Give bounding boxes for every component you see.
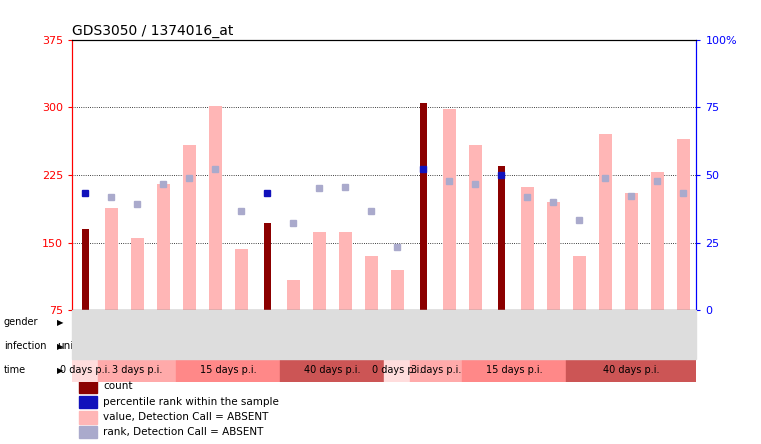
- Text: GDS3050 / 1374016_at: GDS3050 / 1374016_at: [72, 24, 234, 38]
- Bar: [469, 145, 482, 310]
- Bar: [177, 358, 280, 382]
- Bar: [72, 310, 384, 334]
- Text: ▶: ▶: [57, 317, 64, 327]
- Bar: [573, 256, 586, 310]
- Bar: [183, 145, 196, 310]
- Text: gender: gender: [4, 317, 38, 327]
- Bar: [521, 186, 533, 310]
- Bar: [677, 139, 689, 310]
- Text: infection: infection: [4, 341, 46, 351]
- Bar: [384, 358, 410, 382]
- Text: percentile rank within the sample: percentile rank within the sample: [103, 397, 279, 407]
- Text: uninfected: uninfected: [57, 341, 113, 351]
- Text: 40 days p.i.: 40 days p.i.: [603, 365, 660, 375]
- Bar: [131, 238, 144, 310]
- Bar: [313, 232, 326, 310]
- Bar: [287, 280, 300, 310]
- Bar: [599, 135, 612, 310]
- Bar: [547, 202, 560, 310]
- Bar: [420, 103, 427, 310]
- Bar: [463, 358, 566, 382]
- Bar: [410, 334, 696, 358]
- Text: ▶: ▶: [57, 366, 64, 375]
- Text: 15 days p.i.: 15 days p.i.: [486, 365, 543, 375]
- Text: ▶: ▶: [57, 342, 64, 351]
- Text: value, Detection Call = ABSENT: value, Detection Call = ABSENT: [103, 412, 269, 422]
- Text: rank, Detection Call = ABSENT: rank, Detection Call = ABSENT: [103, 427, 264, 437]
- Bar: [410, 358, 463, 382]
- Text: 15 days p.i.: 15 days p.i.: [200, 365, 256, 375]
- Bar: [280, 358, 384, 382]
- Text: 0 days p.i.: 0 days p.i.: [60, 365, 110, 375]
- Text: count: count: [103, 381, 133, 392]
- Text: 40 days p.i.: 40 days p.i.: [304, 365, 361, 375]
- Bar: [384, 334, 410, 358]
- Bar: [264, 223, 271, 310]
- Bar: [72, 334, 98, 358]
- Text: 3 days p.i.: 3 days p.i.: [411, 365, 461, 375]
- Bar: [365, 256, 377, 310]
- Text: hantavirus: hantavirus: [213, 341, 269, 351]
- Text: 3 days p.i.: 3 days p.i.: [112, 365, 163, 375]
- Bar: [157, 184, 170, 310]
- Text: uninfected: uninfected: [369, 341, 425, 351]
- Bar: [384, 310, 696, 334]
- Bar: [78, 411, 97, 424]
- Bar: [105, 208, 118, 310]
- Bar: [235, 249, 248, 310]
- Bar: [339, 232, 352, 310]
- Text: hantavirus: hantavirus: [525, 341, 581, 351]
- Bar: [443, 109, 456, 310]
- Bar: [98, 358, 177, 382]
- Bar: [391, 270, 404, 310]
- Bar: [498, 166, 505, 310]
- Bar: [72, 358, 98, 382]
- Bar: [82, 229, 88, 310]
- Text: male: male: [215, 317, 242, 327]
- Bar: [651, 172, 664, 310]
- Text: 0 days p.i.: 0 days p.i.: [372, 365, 422, 375]
- Bar: [78, 380, 97, 393]
- Bar: [78, 426, 97, 438]
- Bar: [566, 358, 696, 382]
- Text: female: female: [521, 317, 559, 327]
- Bar: [98, 334, 384, 358]
- Bar: [78, 396, 97, 408]
- Text: time: time: [4, 365, 26, 375]
- Bar: [209, 106, 221, 310]
- Bar: [625, 193, 638, 310]
